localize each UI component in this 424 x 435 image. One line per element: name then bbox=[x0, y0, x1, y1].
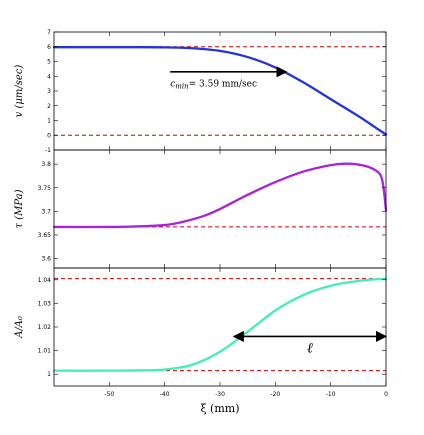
area-y-tick-label-3: 1.03 bbox=[38, 300, 52, 307]
velocity-y-tick-label-5: 4 bbox=[47, 73, 51, 80]
velocity-y-tick-label-7: 6 bbox=[47, 44, 51, 51]
area-series-line-0 bbox=[52, 277, 388, 372]
velocity-y-tick-label-8: 7 bbox=[47, 29, 51, 36]
velocity-y-tick-label-6: 5 bbox=[47, 59, 51, 66]
stress-y-tick-label-1: 3.65 bbox=[38, 232, 52, 239]
stress-series-line-0 bbox=[52, 162, 388, 229]
area-y-axis-label: A/A₀ bbox=[14, 316, 25, 339]
velocity-series-line-0 bbox=[52, 46, 388, 136]
area-x-tick-label-3: -20 bbox=[270, 391, 280, 398]
area-x-tick-label-1: -40 bbox=[160, 391, 170, 398]
velocity-y-tick-label-0: -1 bbox=[45, 147, 51, 154]
area-y-tick-label-1: 1.01 bbox=[38, 348, 52, 355]
velocity-y-tick-label-1: 0 bbox=[47, 132, 51, 139]
area-length-label: ℓ bbox=[307, 340, 313, 356]
velocity-y-axis-label: v (μm/sec) bbox=[14, 65, 25, 118]
stress-y-tick-label-2: 3.7 bbox=[41, 208, 51, 215]
stress-panel: 3.6 3.65 3.7 3.75 3.8 τ (MPa) bbox=[14, 149, 388, 269]
area-y-tick-label-2: 1.02 bbox=[38, 324, 52, 331]
velocity-axes-frame bbox=[53, 31, 387, 151]
area-x-tick-label-2: -30 bbox=[215, 391, 225, 398]
area-x-tick-label-4: -10 bbox=[326, 391, 336, 398]
area-x-tick-label-5: 0 bbox=[384, 391, 388, 398]
velocity-y-tick-label-3: 2 bbox=[47, 103, 51, 110]
area-y-tick-label-4: 1.04 bbox=[38, 277, 52, 284]
area-x-tick-label-0: -50 bbox=[104, 391, 114, 398]
stress-y-axis-label: τ (MPa) bbox=[14, 189, 25, 228]
stress-y-tick-label-4: 3.8 bbox=[41, 161, 51, 168]
velocity-y-tick-label-4: 3 bbox=[47, 88, 51, 95]
velocity-y-tick-label-2: 1 bbox=[47, 118, 51, 125]
area-y-tick-label-0: 1 bbox=[47, 371, 51, 378]
velocity-annotation: cmin= 3.59 mm/sec bbox=[170, 80, 257, 91]
x-axis-label: ξ (mm) bbox=[201, 402, 240, 415]
area-axes-frame bbox=[53, 267, 387, 387]
stress-y-tick-label-3: 3.75 bbox=[38, 185, 52, 192]
area-panel: 1 1.01 1.02 1.03 1.04 -50 -40 -30 -20 -10 0 A/A₀ ξ (… bbox=[14, 267, 388, 415]
velocity-panel: -1 0 1 2 3 4 5 6 7 v (μm/sec) cmin= 3.59 mm/sec bbox=[14, 29, 388, 154]
stress-y-tick-label-0: 3.6 bbox=[41, 256, 51, 263]
